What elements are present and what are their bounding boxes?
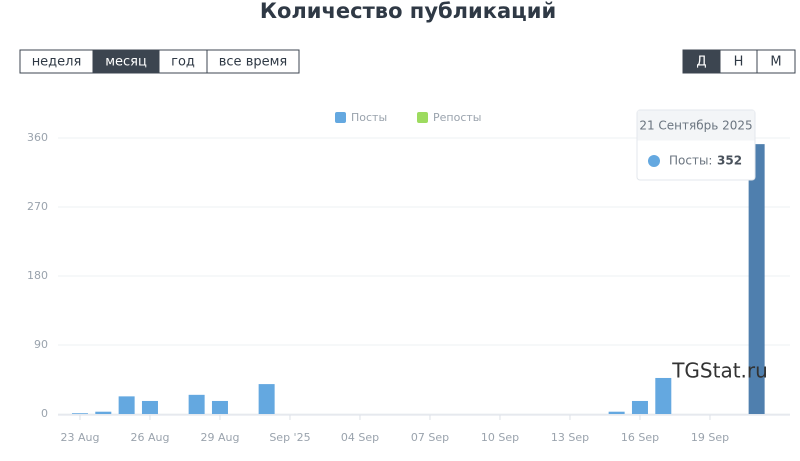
x-tick-label: 04 Sep — [341, 431, 379, 444]
x-tick-label: Sep '25 — [269, 431, 310, 444]
bar — [118, 396, 135, 414]
bar — [141, 400, 158, 414]
tab-button[interactable] — [756, 49, 796, 74]
x-tick-label: 07 Sep — [411, 431, 449, 444]
tab-label[interactable]: неделя — [32, 55, 82, 70]
x-tick-label: 23 Aug — [60, 431, 99, 444]
legend-swatch[interactable] — [335, 112, 346, 123]
page-title: Количество публикаций — [260, 0, 556, 23]
x-tick-label: 10 Sep — [481, 431, 519, 444]
bar — [748, 144, 765, 414]
bar — [258, 384, 275, 414]
bar — [608, 411, 625, 414]
y-tick-label: 360 — [27, 131, 48, 144]
x-tick-label: 26 Aug — [130, 431, 169, 444]
x-tick-label: 13 Sep — [551, 431, 589, 444]
tooltip-title: 21 Сентябрь 2025 — [639, 119, 752, 133]
bar — [71, 413, 88, 414]
bar — [631, 400, 648, 414]
y-tick-label: 270 — [27, 200, 48, 213]
tab-label[interactable]: Д — [696, 55, 706, 70]
y-tick-label: 0 — [41, 407, 48, 420]
x-tick-label: 29 Aug — [200, 431, 239, 444]
y-tick-label: 180 — [27, 269, 48, 282]
legend-swatch[interactable] — [417, 112, 428, 123]
bar — [188, 394, 205, 414]
tooltip-value: 352 — [717, 154, 742, 168]
watermark: TGStat.ru — [671, 359, 768, 383]
y-tick-label: 90 — [34, 338, 48, 351]
x-tick-label: 16 Sep — [621, 431, 659, 444]
tooltip-label: Посты: — [669, 154, 712, 168]
tab-label[interactable]: все время — [219, 55, 287, 70]
legend-label[interactable]: Репосты — [433, 111, 481, 124]
bar — [211, 400, 228, 414]
tab-label[interactable]: М — [770, 55, 781, 70]
tab-button[interactable] — [206, 49, 300, 74]
tooltip-dot — [648, 155, 660, 167]
tooltip-header — [637, 110, 755, 141]
x-tick-label: 19 Sep — [691, 431, 729, 444]
bar — [655, 377, 672, 414]
tab-label[interactable]: год — [171, 55, 195, 70]
legend-label[interactable]: Посты — [351, 111, 387, 124]
bar — [95, 411, 112, 414]
tab-label[interactable]: месяц — [105, 55, 147, 70]
tab-label[interactable]: Н — [734, 55, 744, 70]
